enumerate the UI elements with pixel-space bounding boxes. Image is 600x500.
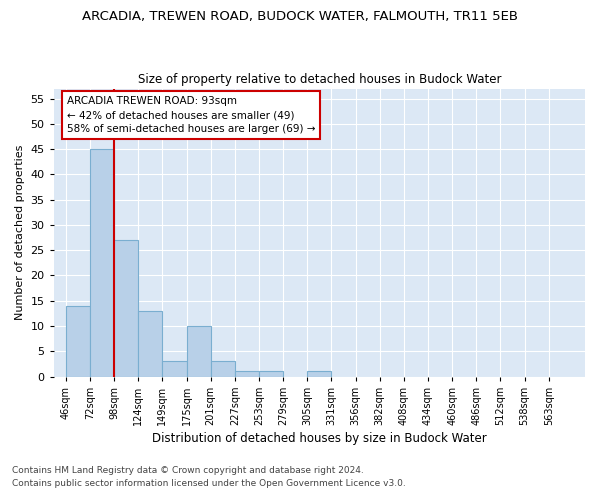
Text: Contains HM Land Registry data © Crown copyright and database right 2024.
Contai: Contains HM Land Registry data © Crown c…	[12, 466, 406, 487]
Bar	[187, 326, 211, 376]
Bar	[259, 372, 283, 376]
Bar	[90, 149, 114, 376]
Text: ARCADIA TREWEN ROAD: 93sqm
← 42% of detached houses are smaller (49)
58% of semi: ARCADIA TREWEN ROAD: 93sqm ← 42% of deta…	[67, 96, 315, 134]
Bar	[66, 306, 90, 376]
Bar	[114, 240, 138, 376]
Bar	[307, 372, 331, 376]
Bar	[211, 362, 235, 376]
Y-axis label: Number of detached properties: Number of detached properties	[15, 145, 25, 320]
X-axis label: Distribution of detached houses by size in Budock Water: Distribution of detached houses by size …	[152, 432, 487, 445]
Title: Size of property relative to detached houses in Budock Water: Size of property relative to detached ho…	[137, 73, 501, 86]
Text: ARCADIA, TREWEN ROAD, BUDOCK WATER, FALMOUTH, TR11 5EB: ARCADIA, TREWEN ROAD, BUDOCK WATER, FALM…	[82, 10, 518, 23]
Bar	[163, 362, 187, 376]
Bar	[138, 311, 163, 376]
Bar	[235, 372, 259, 376]
